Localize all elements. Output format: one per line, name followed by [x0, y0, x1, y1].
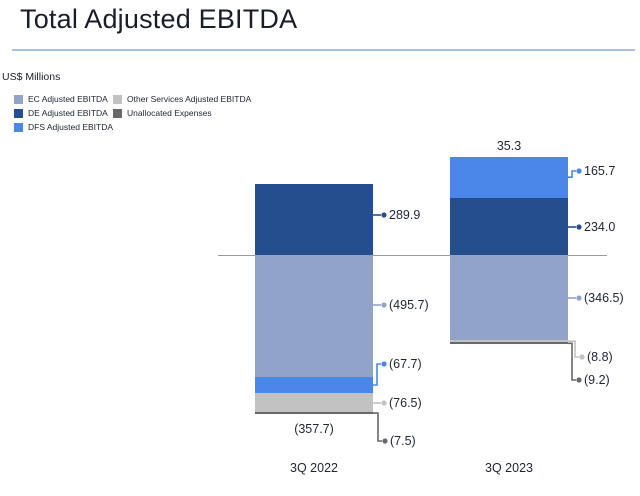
callout-dot	[579, 354, 585, 360]
callout-elbow-line	[373, 363, 381, 386]
legend-swatch	[113, 94, 122, 104]
total-label: 35.3	[496, 138, 522, 153]
legend-swatch	[14, 122, 23, 132]
callout-dot	[382, 438, 388, 444]
value-label: (8.8)	[587, 350, 613, 364]
value-label: (67.7)	[389, 357, 422, 371]
bar-segment	[255, 412, 373, 414]
callout-dot	[576, 295, 582, 301]
legend-item: Other Services Adjusted EBITDA	[113, 94, 251, 104]
category-label: 3Q 2022	[290, 461, 338, 475]
legend-item: DFS Adjusted EBITDA	[14, 122, 113, 132]
callout-elbow-line	[373, 412, 382, 442]
callout-dot	[576, 377, 582, 383]
value-label: 165.7	[584, 164, 616, 178]
legend-label: DFS Adjusted EBITDA	[28, 122, 114, 132]
legend-swatch	[14, 94, 23, 104]
legend-item: DE Adjusted EBITDA	[14, 108, 108, 118]
legend-label: Other Services Adjusted EBITDA	[127, 94, 252, 104]
value-label: (495.7)	[389, 298, 429, 312]
callout-dot	[381, 400, 387, 406]
bar-segment	[255, 376, 373, 394]
bar-segment	[450, 340, 568, 343]
legend-swatch	[14, 108, 23, 118]
title-underline	[12, 49, 635, 51]
bar-segment	[450, 255, 568, 341]
callout-dot	[576, 224, 582, 230]
callout-dot	[381, 302, 387, 308]
bar-segment	[450, 197, 568, 255]
callout-elbow-line	[568, 340, 579, 358]
callout-dot	[381, 212, 387, 218]
legend-item: Unallocated Expenses	[113, 108, 212, 118]
bar-segment	[450, 156, 568, 198]
bar-segment	[255, 393, 373, 413]
callout-elbow-line	[568, 342, 576, 381]
value-label: (76.5)	[389, 396, 422, 410]
value-label: (7.5)	[390, 434, 416, 448]
value-label: (9.2)	[584, 373, 610, 387]
legend-swatch	[113, 108, 122, 118]
value-label: 289.9	[389, 208, 421, 222]
value-label: (346.5)	[584, 291, 624, 305]
total-label: (357.7)	[294, 421, 334, 436]
legend-label: Unallocated Expenses	[127, 108, 212, 118]
legend-item: EC Adjusted EBITDA	[14, 94, 108, 104]
legend-label: EC Adjusted EBITDA	[28, 94, 108, 104]
legend-label: DE Adjusted EBITDA	[28, 108, 108, 118]
bar-segment	[450, 342, 568, 345]
units-label: US$ Millions	[2, 71, 61, 83]
callout-elbow-line	[568, 170, 576, 179]
value-label: 234.0	[584, 220, 616, 234]
bar-segment	[255, 255, 373, 377]
bar-segment	[255, 183, 373, 255]
callout-dot	[576, 168, 582, 174]
category-label: 3Q 2023	[485, 461, 533, 475]
callout-dot	[381, 361, 387, 367]
zero-axis-line	[218, 255, 607, 256]
page-title: Total Adjusted EBITDA	[20, 4, 298, 34]
